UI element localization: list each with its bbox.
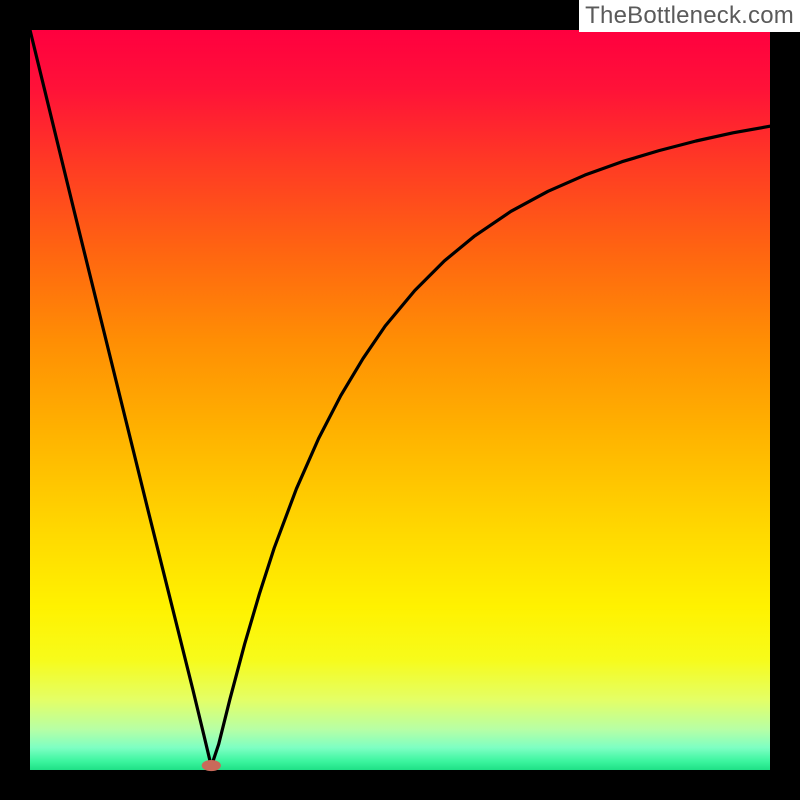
plot-container	[0, 0, 800, 800]
plot-background	[30, 30, 770, 770]
chart-frame: TheBottleneck.com	[0, 0, 800, 800]
optimum-marker	[202, 760, 221, 771]
watermark-label: TheBottleneck.com	[579, 0, 800, 32]
bottleneck-curve-chart	[0, 0, 800, 800]
